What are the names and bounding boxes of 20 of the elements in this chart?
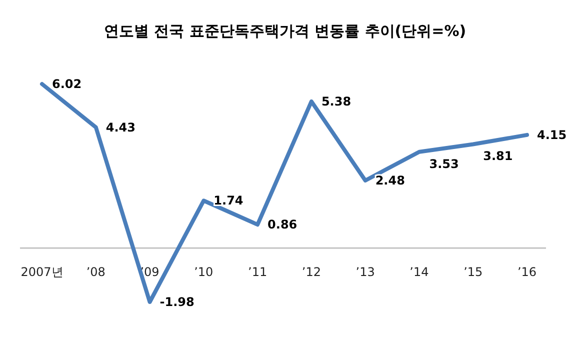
x-tick-label: ’11 (248, 265, 268, 279)
x-tick-label: ’14 (410, 265, 429, 279)
x-tick-label: ’13 (356, 265, 375, 279)
x-tick-label: ’08 (86, 265, 106, 279)
data-label: 5.38 (321, 94, 352, 108)
data-label: 0.86 (268, 218, 298, 232)
x-tick-label: ’12 (302, 265, 321, 279)
data-label: 4.15 (537, 128, 567, 142)
x-tick-label: ’15 (464, 265, 483, 279)
data-label: 6.02 (52, 77, 82, 91)
x-tick-label: 2007년 (20, 265, 64, 279)
data-label: 3.81 (483, 149, 513, 164)
data-label: 1.74 (214, 194, 244, 208)
x-tick-label: ’10 (194, 265, 214, 279)
data-label: 3.53 (429, 156, 459, 171)
data-label: 2.48 (375, 173, 405, 188)
chart-title: 연도별 전국 표준단독주택가격 변동률 추이(단위=%) (104, 22, 466, 40)
data-label: 4.43 (106, 120, 136, 134)
data-label: -1.98 (160, 295, 194, 309)
x-tick-label: ’16 (517, 265, 537, 279)
